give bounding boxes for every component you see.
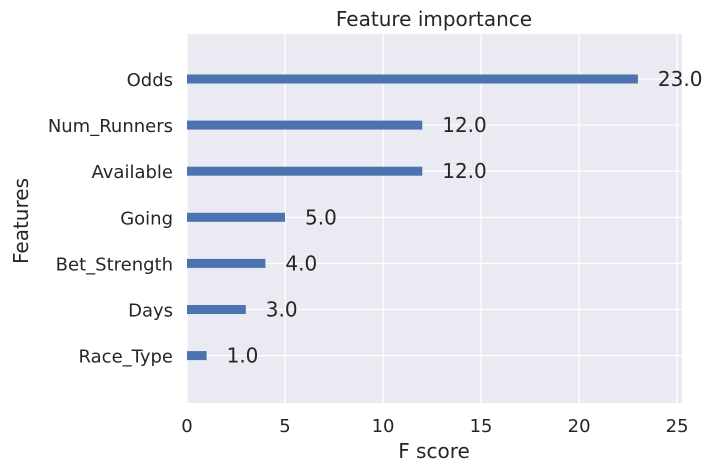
value-label: 12.0 (442, 159, 487, 183)
chart-title: Feature importance (336, 7, 532, 31)
value-label: 5.0 (305, 205, 337, 229)
y-tick-label: Num_Runners (48, 116, 173, 137)
y-tick-label: Days (128, 301, 173, 322)
bar-days (187, 305, 246, 314)
x-tick-label: 10 (372, 416, 395, 437)
x-axis-label: F score (398, 439, 470, 463)
bar-odds (187, 74, 638, 84)
y-tick-label: Available (92, 162, 173, 183)
bar-going (187, 212, 286, 222)
bar-race-type (187, 351, 207, 361)
bar-num-runners (187, 120, 423, 130)
value-label: 12.0 (442, 113, 487, 137)
value-labels: 23.0 12.0 12.0 5.0 4.0 3.0 1.0 (227, 67, 703, 368)
y-tick-labels: Odds Num_Runners Available Going Bet_Strengt… (48, 70, 173, 368)
y-tick-label: Bet_Strength (56, 254, 173, 275)
x-tick-label: 15 (470, 416, 493, 437)
bars (187, 74, 638, 361)
bar-bet-strength (187, 258, 266, 268)
x-tick-label: 5 (279, 416, 290, 437)
x-tick-label: 20 (568, 416, 591, 437)
y-axis-label: Features (9, 178, 33, 264)
y-tick-label: Going (120, 208, 173, 229)
value-label: 3.0 (266, 298, 298, 322)
y-tick-label: Odds (127, 70, 173, 91)
value-label: 4.0 (285, 251, 317, 275)
value-label: 1.0 (227, 344, 259, 368)
value-label: 23.0 (658, 67, 703, 91)
x-tick-label: 0 (181, 416, 192, 437)
x-tick-label: 25 (666, 416, 689, 437)
x-tick-labels: 0 5 10 15 20 25 (181, 416, 688, 437)
bar-available (187, 166, 423, 176)
y-tick-label: Race_Type (79, 347, 173, 368)
